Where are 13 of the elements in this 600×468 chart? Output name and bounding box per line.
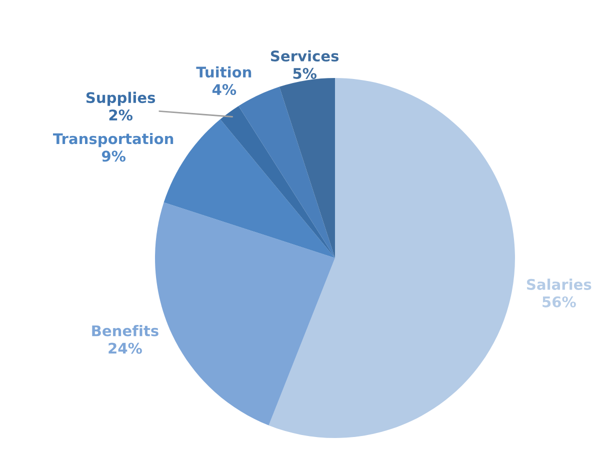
slice-label: Supplies [86,92,156,106]
data-label: 4% [212,84,236,96]
data-label: 9% [102,150,126,162]
slice-label: Benefits [92,324,158,336]
slice-label: Transportation [53,132,174,148]
pie-slice [268,78,515,438]
data-label: 56% [542,296,576,308]
data-label: 2% [109,110,132,121]
data-label: 24% [108,342,142,354]
slice-label: Salaries [527,278,592,290]
slice-label: Services [270,50,339,62]
data-label: 5% [293,68,317,79]
slice-label: Tuition [196,66,252,78]
